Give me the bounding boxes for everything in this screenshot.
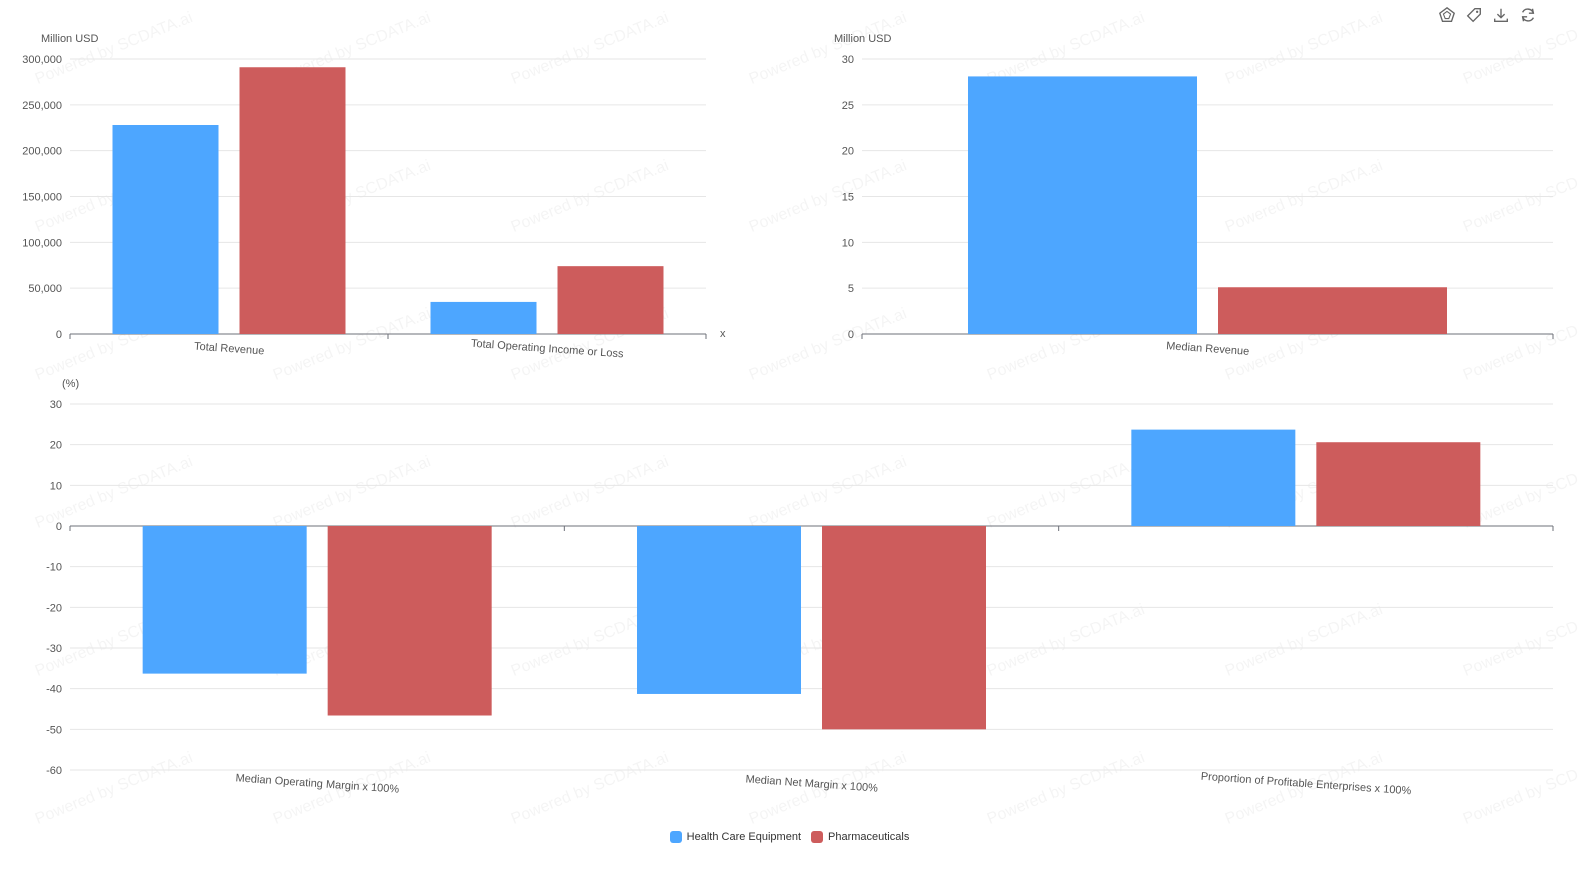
- y-axis-label: Million USD: [834, 33, 892, 45]
- x-tick-label: Median Revenue: [1166, 340, 1250, 358]
- chart-2: Million USD 0 5 10 15 20 25 30 Median Revenue: [834, 33, 1554, 358]
- y-tick-label: 200,000: [22, 146, 62, 158]
- y-tick-label: 150,000: [22, 192, 62, 204]
- bar-health-care-equipment: [112, 125, 219, 334]
- bar-pharmaceuticals: [239, 67, 346, 334]
- legend-swatch: [811, 831, 823, 843]
- magic-type-icon[interactable]: [1463, 4, 1484, 25]
- y-tick-label: 30: [842, 54, 854, 66]
- legend-swatch: [669, 831, 682, 843]
- y-tick-label: 30: [50, 399, 62, 411]
- bar-health-care-equipment: [430, 301, 537, 334]
- y-tick-label: 250,000: [22, 100, 62, 112]
- x-tick-label: Total Operating Income or Loss: [471, 338, 625, 361]
- y-tick-label: 20: [50, 440, 62, 452]
- x-axis-label: x: [720, 328, 726, 340]
- y-tick-label: 300,000: [22, 54, 62, 66]
- y-tick-label: 0: [848, 329, 854, 341]
- data-view-icon[interactable]: [1436, 4, 1457, 25]
- bar-pharmaceuticals: [1218, 287, 1447, 334]
- y-tick-label: -10: [46, 562, 62, 574]
- y-tick-label: 0: [56, 521, 62, 533]
- y-tick-label: 10: [50, 480, 62, 492]
- y-tick-label: -30: [46, 643, 62, 655]
- y-tick-label: 20: [842, 146, 854, 158]
- x-tick-label: Median Net Margin x 100%: [745, 773, 878, 794]
- y-tick-label: -20: [46, 602, 62, 614]
- y-tick-label: 0: [56, 329, 62, 341]
- download-icon[interactable]: [1490, 4, 1511, 25]
- restore-icon[interactable]: [1517, 4, 1538, 25]
- y-tick-label: 5: [848, 283, 854, 295]
- y-tick-label: -60: [46, 765, 62, 777]
- legend-item-health-care-equipment[interactable]: Health Care Equipment: [669, 831, 801, 843]
- legend: Health Care Equipment Pharmaceuticals: [0, 831, 1579, 843]
- chart-toolbar: [1436, 4, 1538, 25]
- bar-pharmaceuticals: [1316, 442, 1481, 526]
- y-axis-label: (%): [62, 378, 79, 390]
- chart-3: (%) -60 -50 -40 -30 -20 -10 0 10 20 30 Median Opera…: [46, 378, 1554, 798]
- bar-health-care-equipment: [968, 76, 1197, 335]
- bar-health-care-equipment: [1131, 429, 1296, 526]
- y-tick-label: 25: [842, 100, 854, 112]
- x-tick-label: Total Revenue: [194, 341, 265, 358]
- legend-item-pharmaceuticals[interactable]: Pharmaceuticals: [811, 831, 909, 843]
- x-tick-label: Proportion of Profitable Enterprises x 1…: [1200, 771, 1411, 798]
- bar-pharmaceuticals: [327, 526, 492, 716]
- bar-health-care-equipment: [637, 526, 801, 694]
- bar-pharmaceuticals: [822, 526, 986, 730]
- legend-label: Health Care Equipment: [686, 831, 801, 843]
- y-tick-label: 10: [842, 237, 854, 249]
- legend-label: Pharmaceuticals: [828, 831, 910, 843]
- chart-1: Million USD 0 50,000 100,000 150,000 200,000 2…: [22, 33, 726, 360]
- y-tick-label: -40: [46, 684, 62, 696]
- y-tick-label: 100,000: [22, 237, 62, 249]
- y-tick-label: -50: [46, 724, 62, 736]
- y-axis-label: Million USD: [41, 33, 99, 45]
- x-tick-label: Median Operating Margin x 100%: [235, 772, 400, 795]
- y-tick-label: 15: [842, 192, 854, 204]
- y-tick-label: 50,000: [28, 283, 62, 295]
- bar-health-care-equipment: [142, 526, 307, 674]
- bar-pharmaceuticals: [557, 266, 664, 334]
